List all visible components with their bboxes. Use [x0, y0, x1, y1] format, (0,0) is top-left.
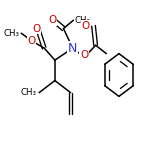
- Text: CH₃: CH₃: [75, 16, 91, 25]
- Text: N: N: [68, 42, 77, 55]
- Text: O: O: [80, 50, 88, 60]
- Text: CH₃: CH₃: [21, 88, 37, 97]
- Text: CH₃: CH₃: [3, 29, 19, 38]
- Text: O: O: [82, 21, 90, 31]
- Text: O: O: [27, 36, 35, 46]
- Text: O: O: [32, 24, 40, 34]
- Text: O: O: [48, 15, 56, 25]
